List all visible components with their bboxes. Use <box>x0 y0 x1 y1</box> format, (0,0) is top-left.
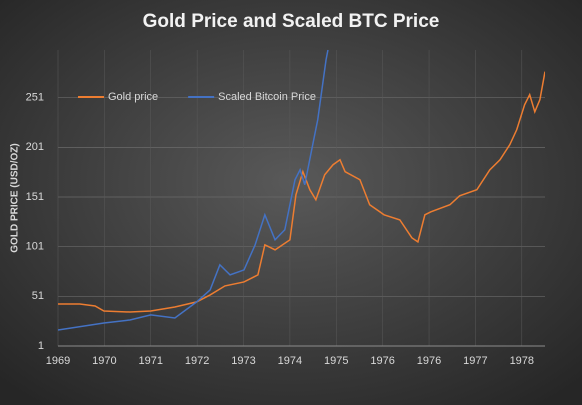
x-tick-label: 1978 <box>510 355 534 367</box>
y-tick-label: 151 <box>26 191 44 203</box>
x-tick-label: 1969 <box>46 355 70 367</box>
y-axis-title: GOLD PRICE (USD/OZ) <box>10 143 21 252</box>
x-tick-label: 1975 <box>324 355 348 367</box>
y-tick-label: 201 <box>26 141 44 153</box>
chart-title: Gold Price and Scaled BTC Price <box>143 11 440 32</box>
x-tick-label: 1976 <box>370 355 394 367</box>
legend-label: Scaled Bitcoin Price <box>218 91 316 103</box>
legend-label: Gold price <box>108 91 158 103</box>
x-tick-label: 1977 <box>463 355 487 367</box>
y-tick-label: 251 <box>26 92 44 104</box>
y-tick-label: 1 <box>38 340 44 352</box>
series-line <box>58 49 329 331</box>
x-tick-label: 1970 <box>92 355 116 367</box>
x-tick-label: 1976 <box>417 355 441 367</box>
y-tick-label: 101 <box>26 241 44 253</box>
x-tick-label: 1971 <box>139 355 163 367</box>
x-tick-label: 1972 <box>185 355 209 367</box>
x-tick-label: 1973 <box>231 355 255 367</box>
x-tick-label: 1974 <box>278 355 302 367</box>
y-tick-label: 51 <box>32 290 44 302</box>
